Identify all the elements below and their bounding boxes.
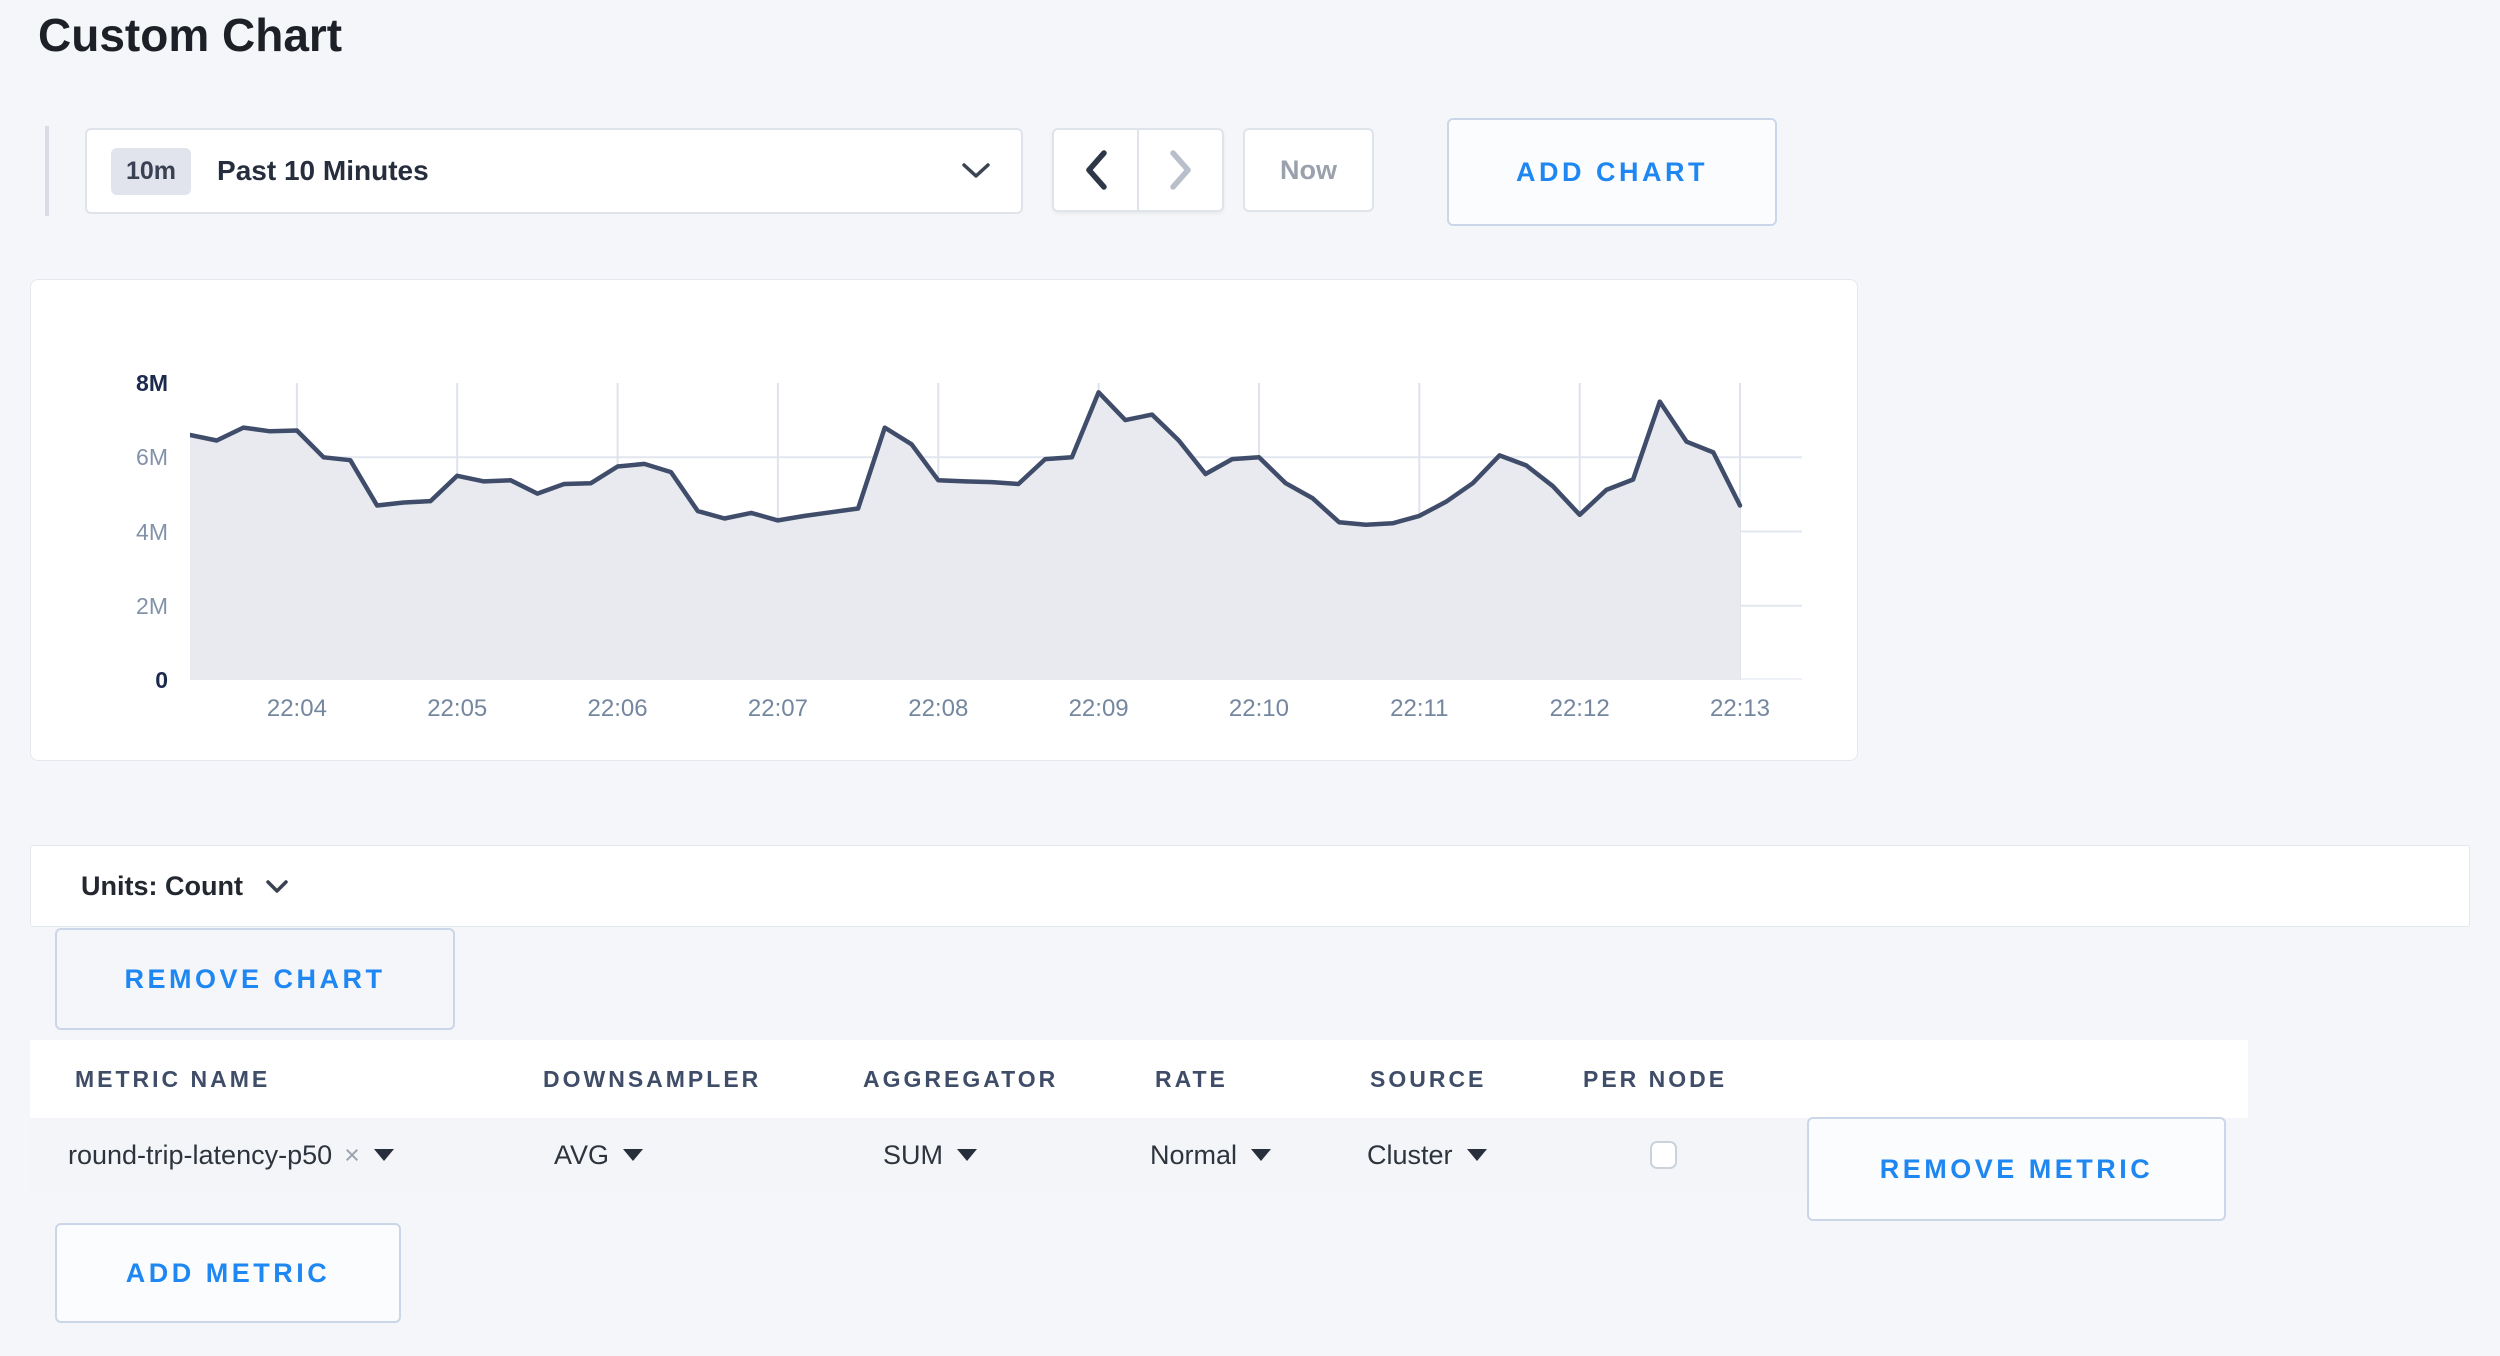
metrics-table-header: METRIC NAME DOWNSAMPLER AGGREGATOR RATE … <box>30 1040 2248 1118</box>
x-tick-label: 22:11 <box>1390 695 1449 722</box>
time-step-controls <box>1052 128 1224 212</box>
chevron-down-icon <box>265 879 289 894</box>
downsampler-select[interactable]: AVG <box>554 1118 644 1192</box>
caret-down-icon <box>957 1149 977 1161</box>
prev-time-button[interactable] <box>1054 130 1139 210</box>
x-tick-label: 22:08 <box>908 695 969 722</box>
x-tick-label: 22:04 <box>266 695 327 722</box>
time-range-badge: 10m <box>111 147 192 195</box>
source-select[interactable]: Cluster <box>1367 1118 1487 1192</box>
col-header-aggregator: AGGREGATOR <box>863 1066 1059 1092</box>
y-tick-label: 4M <box>136 518 168 545</box>
per-node-checkbox[interactable] <box>1650 1141 1677 1169</box>
x-tick-label: 22:07 <box>747 695 808 722</box>
x-tick-label: 22:06 <box>587 695 648 722</box>
chart-line <box>190 390 1743 528</box>
time-selector-accent <box>45 126 49 216</box>
page-title: Custom Chart <box>38 9 343 61</box>
y-tick-label: 8M <box>136 370 168 396</box>
chart-svg <box>190 383 1802 680</box>
add-metric-button[interactable]: ADD METRIC <box>55 1223 401 1323</box>
col-header-source: SOURCE <box>1370 1066 1487 1092</box>
clear-metric-icon[interactable]: × <box>344 1139 360 1170</box>
rate-value: Normal <box>1150 1139 1238 1170</box>
col-header-per-node: PER NODE <box>1583 1066 1728 1092</box>
col-header-rate: RATE <box>1155 1066 1228 1092</box>
chart-area-fill <box>190 392 1740 680</box>
caret-down-icon <box>373 1149 394 1161</box>
y-tick-label: 0 <box>155 667 168 693</box>
downsampler-value: AVG <box>554 1139 610 1170</box>
caret-down-icon <box>623 1149 644 1161</box>
per-node-cell <box>1650 1118 1677 1192</box>
now-button[interactable]: Now <box>1243 128 1374 212</box>
x-tick-label: 22:12 <box>1549 695 1610 722</box>
col-header-metric-name: METRIC NAME <box>75 1066 271 1092</box>
chevron-left-icon <box>1083 149 1109 191</box>
remove-metric-button[interactable]: REMOVE METRIC <box>1807 1117 2226 1221</box>
y-tick-label: 6M <box>136 444 168 471</box>
y-tick-label: 2M <box>136 592 168 619</box>
chevron-down-icon <box>961 162 991 180</box>
caret-down-icon <box>1251 1149 1272 1161</box>
source-value: Cluster <box>1367 1139 1453 1170</box>
col-header-downsampler: DOWNSAMPLER <box>543 1066 762 1092</box>
chevron-right-icon <box>1168 149 1194 191</box>
add-chart-button[interactable]: ADD CHART <box>1447 118 1777 226</box>
x-tick-label: 22:13 <box>1709 695 1771 722</box>
next-time-button[interactable] <box>1139 130 1222 210</box>
units-select[interactable]: Units: Count <box>30 845 2470 927</box>
x-tick-label: 22:09 <box>1068 695 1129 722</box>
time-range-label: Past 10 Minutes <box>217 155 429 186</box>
metric-name-value: round-trip-latency-p50 <box>68 1139 333 1170</box>
aggregator-value: SUM <box>883 1139 943 1170</box>
time-range-select[interactable]: 10m Past 10 Minutes <box>85 128 1023 214</box>
caret-down-icon <box>1466 1149 1487 1161</box>
x-tick-label: 22:05 <box>427 695 488 722</box>
remove-chart-button[interactable]: REMOVE CHART <box>55 928 455 1030</box>
units-label: Units: Count <box>81 870 243 901</box>
rate-select[interactable]: Normal <box>1150 1118 1272 1192</box>
aggregator-select[interactable]: SUM <box>883 1118 977 1192</box>
x-tick-label: 22:10 <box>1228 695 1289 722</box>
metric-row: round-trip-latency-p50 × AVG SUM Normal … <box>30 1118 1807 1192</box>
metric-name-select[interactable]: round-trip-latency-p50 × <box>68 1118 394 1192</box>
